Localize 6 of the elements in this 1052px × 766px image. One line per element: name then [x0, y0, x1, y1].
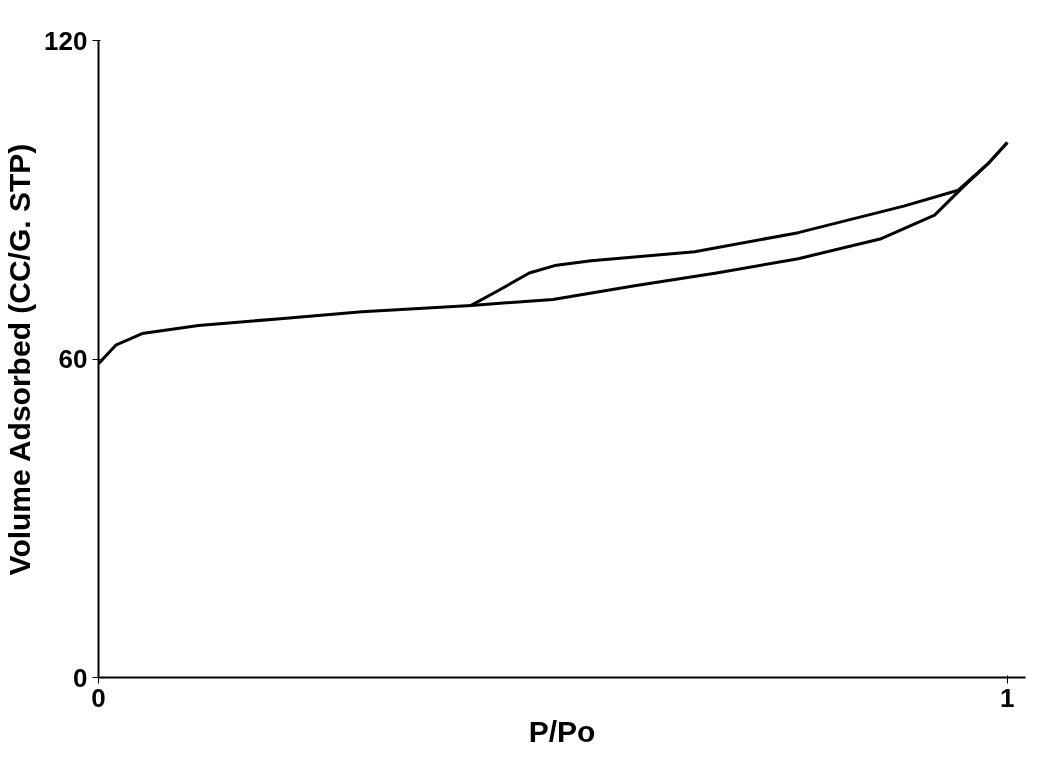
- y-tick-label: 120: [44, 25, 88, 56]
- x-axis-title: P/Po: [528, 714, 596, 748]
- y-tick-label: 0: [73, 662, 88, 693]
- x-tick-label: 1: [1000, 682, 1015, 713]
- y-axis-title: Volume Adsorbed (CC/G. STP): [3, 143, 37, 576]
- y-tick-label: 60: [58, 344, 88, 374]
